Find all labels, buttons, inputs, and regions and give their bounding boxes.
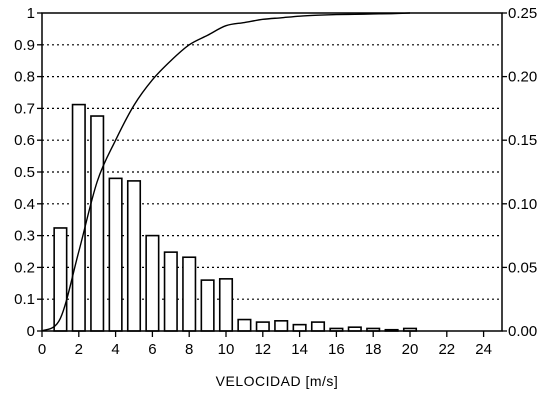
x-tick-label: 10 [218,341,235,358]
y-tick-label: 0.4 [14,196,35,213]
x-tick-label: 16 [328,341,345,358]
y-tick-label: 0.6 [14,132,35,149]
frequency-bar [255,321,270,332]
frequency-bar [274,320,289,332]
frequency-bar [292,323,307,332]
y-tick-label: 0.1 [14,291,35,308]
x-tick-label: 4 [111,341,119,358]
y2-tick-label: 0.10 [508,196,537,213]
y2-tick-label: 0.25 [508,5,537,22]
x-tick-label: 14 [291,341,308,358]
frequency-bars [53,103,418,332]
frequency-bar [71,103,86,332]
y-tick-label: 0.2 [14,259,35,276]
x-tick-label: 0 [38,341,46,358]
x-tick-label: 24 [475,341,492,358]
frequency-bar [163,251,178,332]
frequency-bar [310,321,326,332]
frequency-bar [126,180,142,332]
y-tick-label: 1 [27,5,35,22]
cumulative-curve [41,12,411,332]
x-tick-label: 18 [365,341,382,358]
y2-tick-label: 0.20 [508,69,537,86]
y-tick-label: 0.7 [14,100,35,117]
x-tick-label: 12 [254,341,271,358]
frequency-bar [237,318,252,332]
y-axis-ticks-right: 0.00 0.05 0.10 0.15 0.20 0.25 [502,5,537,340]
frequency-bar [53,227,68,332]
frequency-bar [108,177,123,332]
x-tick-label: 22 [438,341,455,358]
x-axis-ticks: 0 2 4 6 8 10 12 14 16 18 20 22 24 [38,331,492,358]
frequency-bar [200,279,215,332]
y-tick-label: 0.5 [14,164,35,181]
y-tick-label: 0.9 [14,37,35,54]
y2-tick-label: 0.05 [508,259,537,276]
cumulative-curve-group [41,12,411,332]
y-tick-label: 0.3 [14,228,35,245]
frequency-bar [90,115,105,332]
y-axis-ticks-left: 0 0.1 0.2 0.3 0.4 0.5 0.6 0.7 0.8 0.9 1 [14,5,42,340]
y2-tick-label: 0.00 [508,323,537,340]
frequency-bar [218,278,234,332]
x-tick-label: 8 [185,341,193,358]
y2-tick-label: 0.15 [508,132,537,149]
y-tick-label: 0 [27,323,35,340]
x-axis-label: VELOCIDAD [m/s] [216,373,339,389]
frequency-bar [145,234,160,332]
x-tick-label: 6 [148,341,156,358]
frequency-bar [182,256,197,332]
x-tick-label: 20 [402,341,419,358]
x-tick-label: 2 [75,341,83,358]
y-tick-label: 0.8 [14,69,35,86]
